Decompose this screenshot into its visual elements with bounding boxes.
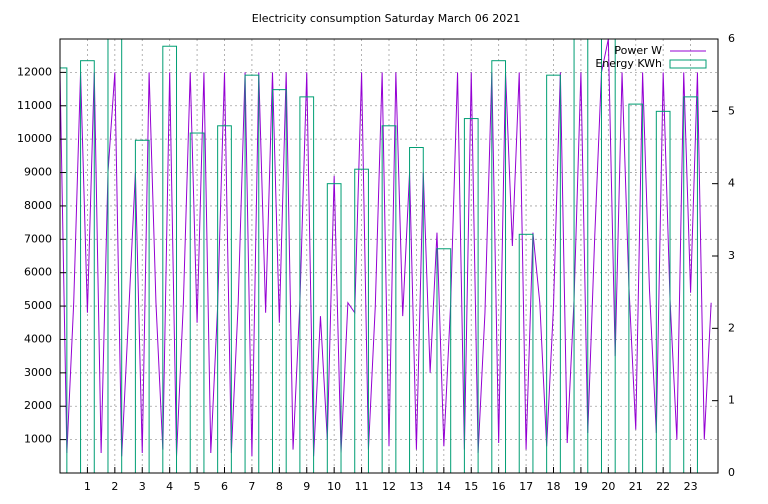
- x-tick-label: 11: [355, 480, 369, 493]
- y2-tick-label: 6: [728, 32, 735, 45]
- y-tick-label: 5000: [24, 299, 52, 312]
- y-tick-label: 10000: [17, 132, 52, 145]
- x-tick-label: 18: [547, 480, 561, 493]
- x-tick-label: 8: [276, 480, 283, 493]
- legend-label: Energy KWh: [595, 57, 662, 70]
- legend-swatch: [669, 59, 707, 69]
- plot-area: [60, 39, 718, 473]
- x-tick-label: 22: [656, 480, 670, 493]
- chart-title: Electricity consumption Saturday March 0…: [252, 12, 520, 25]
- energy-box: [244, 74, 260, 473]
- x-tick-label: 13: [409, 480, 423, 493]
- y-tick-label: 11000: [17, 99, 52, 112]
- y-tick-label: 8000: [24, 199, 52, 212]
- y2-tick-label: 5: [728, 104, 735, 117]
- energy-box: [326, 183, 342, 473]
- y2-tick-label: 0: [728, 466, 735, 479]
- energy-box: [436, 248, 452, 473]
- x-tick-label: 9: [303, 480, 310, 493]
- y2-tick-label: 2: [728, 321, 735, 334]
- y-tick-label: 12000: [17, 65, 52, 78]
- energy-box: [299, 96, 315, 473]
- energy-box: [683, 96, 698, 473]
- y-tick-label: 2000: [24, 399, 52, 412]
- y2-tick-label: 4: [728, 177, 735, 190]
- x-tick-label: 4: [166, 480, 173, 493]
- x-tick-label: 23: [684, 480, 698, 493]
- x-tick-label: 5: [194, 480, 201, 493]
- y-tick-label: 9000: [24, 166, 52, 179]
- energy-box: [381, 125, 397, 473]
- x-tick-label: 6: [221, 480, 228, 493]
- x-tick-label: 16: [492, 480, 506, 493]
- energy-box: [409, 147, 424, 473]
- x-tick-label: 14: [437, 480, 451, 493]
- power-line: [60, 39, 712, 457]
- energy-box: [189, 132, 205, 473]
- energy-box: [107, 39, 123, 473]
- y-tick-label: 7000: [24, 232, 52, 245]
- energy-box: [573, 39, 589, 473]
- y-tick-label: 1000: [24, 433, 52, 446]
- x-tick-label: 1: [84, 480, 91, 493]
- energy-box: [271, 89, 287, 473]
- energy-box: [134, 139, 150, 473]
- x-tick-label: 20: [601, 480, 615, 493]
- energy-box: [217, 125, 232, 473]
- y-tick-label: 4000: [24, 332, 52, 345]
- energy-box: [546, 74, 561, 473]
- x-tick-label: 7: [248, 480, 255, 493]
- y-tick-label: 3000: [24, 366, 52, 379]
- y-tick-label: 6000: [24, 266, 52, 279]
- x-tick-label: 21: [629, 480, 643, 493]
- x-tick-label: 15: [464, 480, 478, 493]
- legend-label: Power W: [614, 44, 662, 57]
- energy-box: [600, 39, 616, 473]
- x-tick-label: 10: [327, 480, 341, 493]
- y2-tick-label: 1: [728, 394, 735, 407]
- x-tick-label: 12: [382, 480, 396, 493]
- x-tick-label: 19: [574, 480, 588, 493]
- energy-box: [60, 67, 68, 473]
- energy-box: [518, 233, 534, 473]
- x-tick-label: 17: [519, 480, 533, 493]
- x-tick-label: 2: [111, 480, 118, 493]
- y2-tick-label: 3: [728, 249, 735, 262]
- x-tick-label: 3: [139, 480, 146, 493]
